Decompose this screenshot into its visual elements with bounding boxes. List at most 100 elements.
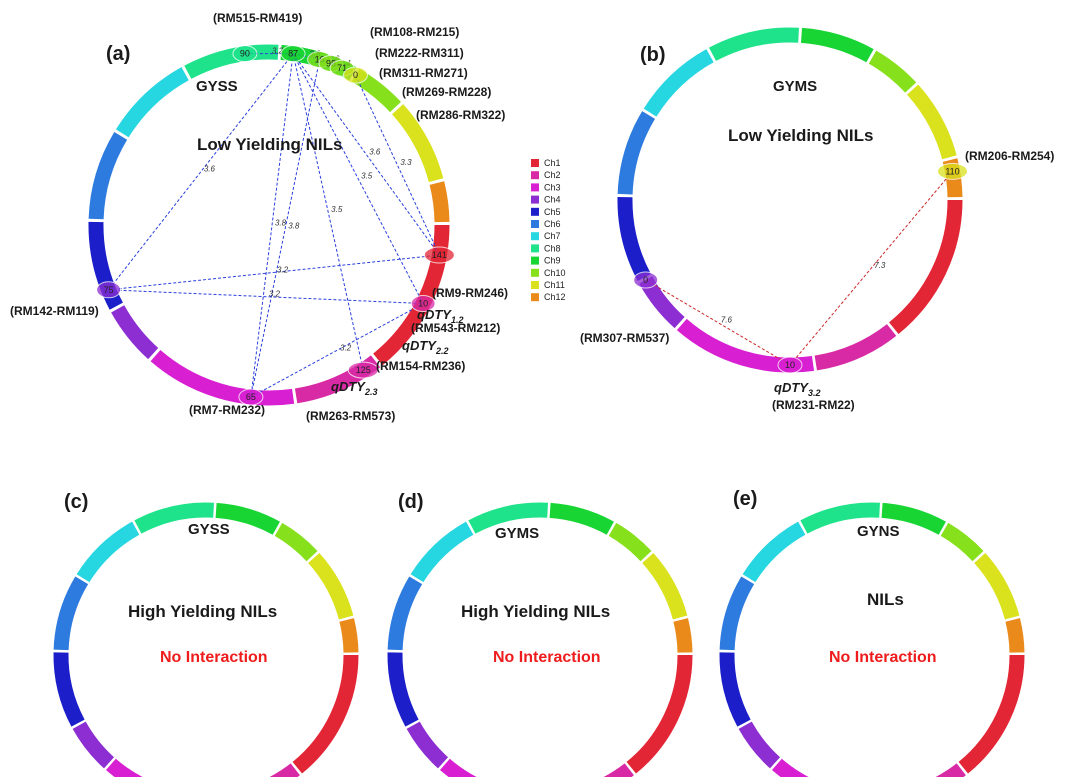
marker-label: (RM307-RM537) — [580, 331, 669, 345]
lod-value: 7.6 — [721, 315, 733, 324]
chromosome-segment-ch2 — [269, 763, 300, 777]
panel-d-title: High Yielding NILs — [461, 602, 610, 621]
qtl-node — [936, 162, 968, 180]
lod-value: 7.3 — [874, 261, 886, 270]
qtl-node — [410, 295, 436, 313]
marker-label: (RM231-RM22) — [772, 398, 855, 412]
legend-swatch — [531, 207, 539, 216]
qtl-label: qDTY2.3 — [331, 379, 377, 397]
legend-swatch — [531, 171, 539, 180]
panel-d: (d) GYMS High Yielding NILs No Interacti… — [398, 491, 610, 666]
legend-label: Ch7 — [544, 231, 561, 241]
marker-label: (RM154-RM236) — [376, 359, 465, 373]
qtl-node-label: 65 — [246, 392, 256, 402]
qtl-node-label: 141 — [432, 250, 447, 260]
legend-label: Ch9 — [544, 256, 561, 266]
panel-e-status: No Interaction — [829, 649, 937, 666]
chromosome-segment-ch2 — [935, 763, 966, 777]
lod-value: 3.2 — [272, 47, 284, 56]
interaction-line — [250, 59, 321, 398]
qtl-node — [238, 388, 264, 406]
chromosome-segment-ch10 — [868, 50, 917, 93]
qtl-node-label: 125 — [356, 365, 371, 375]
chromosome-segment-ch6 — [719, 576, 755, 651]
interaction-line — [108, 289, 424, 305]
interaction-line — [292, 53, 424, 304]
marker-label: (RM286-RM322) — [416, 108, 505, 122]
chromosome-segment-ch10 — [274, 522, 318, 562]
chromosome-segment-ch12 — [339, 618, 359, 653]
marker-label: (RM206-RM254) — [965, 149, 1054, 163]
legend-label: Ch1 — [544, 158, 561, 168]
qtl-node — [232, 45, 258, 63]
qtl-node — [777, 356, 803, 374]
chromosome-segment-ch7 — [410, 521, 474, 583]
legend-label: Ch12 — [544, 292, 566, 302]
chromosome-segment-ch2 — [814, 323, 897, 371]
lod-value: 3.5 — [361, 172, 373, 181]
marker-label: (RM7-RM232) — [189, 403, 265, 417]
chromosome-segment-ch8 — [468, 502, 548, 534]
chromosome-segment-ch8 — [184, 44, 279, 79]
panel-d-status: No Interaction — [493, 649, 601, 666]
marker-label: (RM311-RM271) — [379, 66, 468, 80]
chromosome-segment-ch11 — [906, 84, 957, 160]
chromosome-segment-ch4 — [406, 721, 449, 769]
lod-value: 3.2 — [269, 290, 281, 299]
qtl-node-label: 98 — [326, 58, 336, 68]
qtl-node-label: 16 — [315, 55, 325, 65]
qtl-node-label: 75 — [104, 285, 114, 295]
chromosome-segment-ch12 — [1005, 618, 1025, 653]
interaction-line — [108, 254, 440, 291]
chromosome-segment-ch1 — [626, 654, 693, 774]
panel-c-title: High Yielding NILs — [128, 602, 277, 621]
lod-value: 3.3 — [400, 158, 412, 167]
qtl-node-label: 0 — [643, 275, 648, 285]
chromosome-segment-ch8 — [800, 502, 880, 534]
interaction-line — [355, 74, 440, 256]
interaction-line — [292, 53, 364, 371]
lod-value: 3.6 — [204, 165, 216, 174]
legend-label: Ch6 — [544, 219, 561, 229]
qtl-node — [343, 66, 368, 84]
qtl-node — [280, 45, 306, 63]
marker-label: (RM222-RM311) — [375, 46, 464, 60]
chromosome-ring — [617, 27, 963, 373]
panel-d-letter: (d) — [398, 491, 424, 513]
panel-e-condition: GYNS — [857, 523, 900, 540]
marker-label: (RM142-RM119) — [10, 304, 99, 318]
chromosome-segment-ch5 — [387, 652, 419, 727]
qtl-nodes: 90 87 16 98 71 0 141 10 125 65 75 110 10 0 — [96, 45, 968, 406]
lod-value: 3.8 — [288, 221, 300, 230]
legend-swatch — [531, 256, 539, 265]
lod-value: 3.2 — [340, 343, 352, 352]
panel-c-condition: GYSS — [188, 521, 230, 538]
marker-label: (RM515-RM419) — [213, 11, 302, 25]
chromosome-segment-ch12 — [429, 181, 450, 223]
marker-label: (RM263-RM573) — [306, 409, 395, 423]
chromosome-segment-ch1 — [889, 199, 963, 335]
chromosome-segment-ch7 — [742, 521, 806, 583]
qtl-label: qDTY1.2 — [417, 307, 463, 325]
chromosome-segment-ch9 — [215, 502, 280, 535]
chromosome-segment-ch11 — [974, 552, 1020, 620]
chromosome-segment-ch9 — [549, 502, 614, 535]
chromosome-segment-ch4 — [72, 721, 115, 769]
chromosome-legend: Ch1 Ch2 Ch3 Ch4 Ch5 Ch6 Ch7 Ch8 Ch9 Ch10 Ch11 Ch12 — [531, 158, 566, 302]
panel-d-condition: GYMS — [495, 525, 539, 542]
lod-value: 3.2 — [277, 265, 289, 274]
qtl-node — [423, 246, 455, 264]
chromosome-segment-ch7 — [76, 521, 140, 583]
lod-value: 3.8 — [275, 218, 287, 227]
interaction-line — [250, 303, 424, 398]
chromosome-segment-ch10 — [940, 522, 984, 562]
panel-b-title: Low Yielding NILs — [728, 126, 873, 145]
chromosome-segment-ch7 — [643, 49, 714, 117]
panel-c-status: No Interaction — [160, 649, 268, 666]
chromosome-segment-ch5 — [617, 196, 651, 282]
chromosome-segment-ch4 — [738, 721, 781, 769]
qtl-node-label: 10 — [785, 360, 795, 370]
legend-label: Ch3 — [544, 182, 561, 192]
interaction-line — [645, 279, 791, 366]
